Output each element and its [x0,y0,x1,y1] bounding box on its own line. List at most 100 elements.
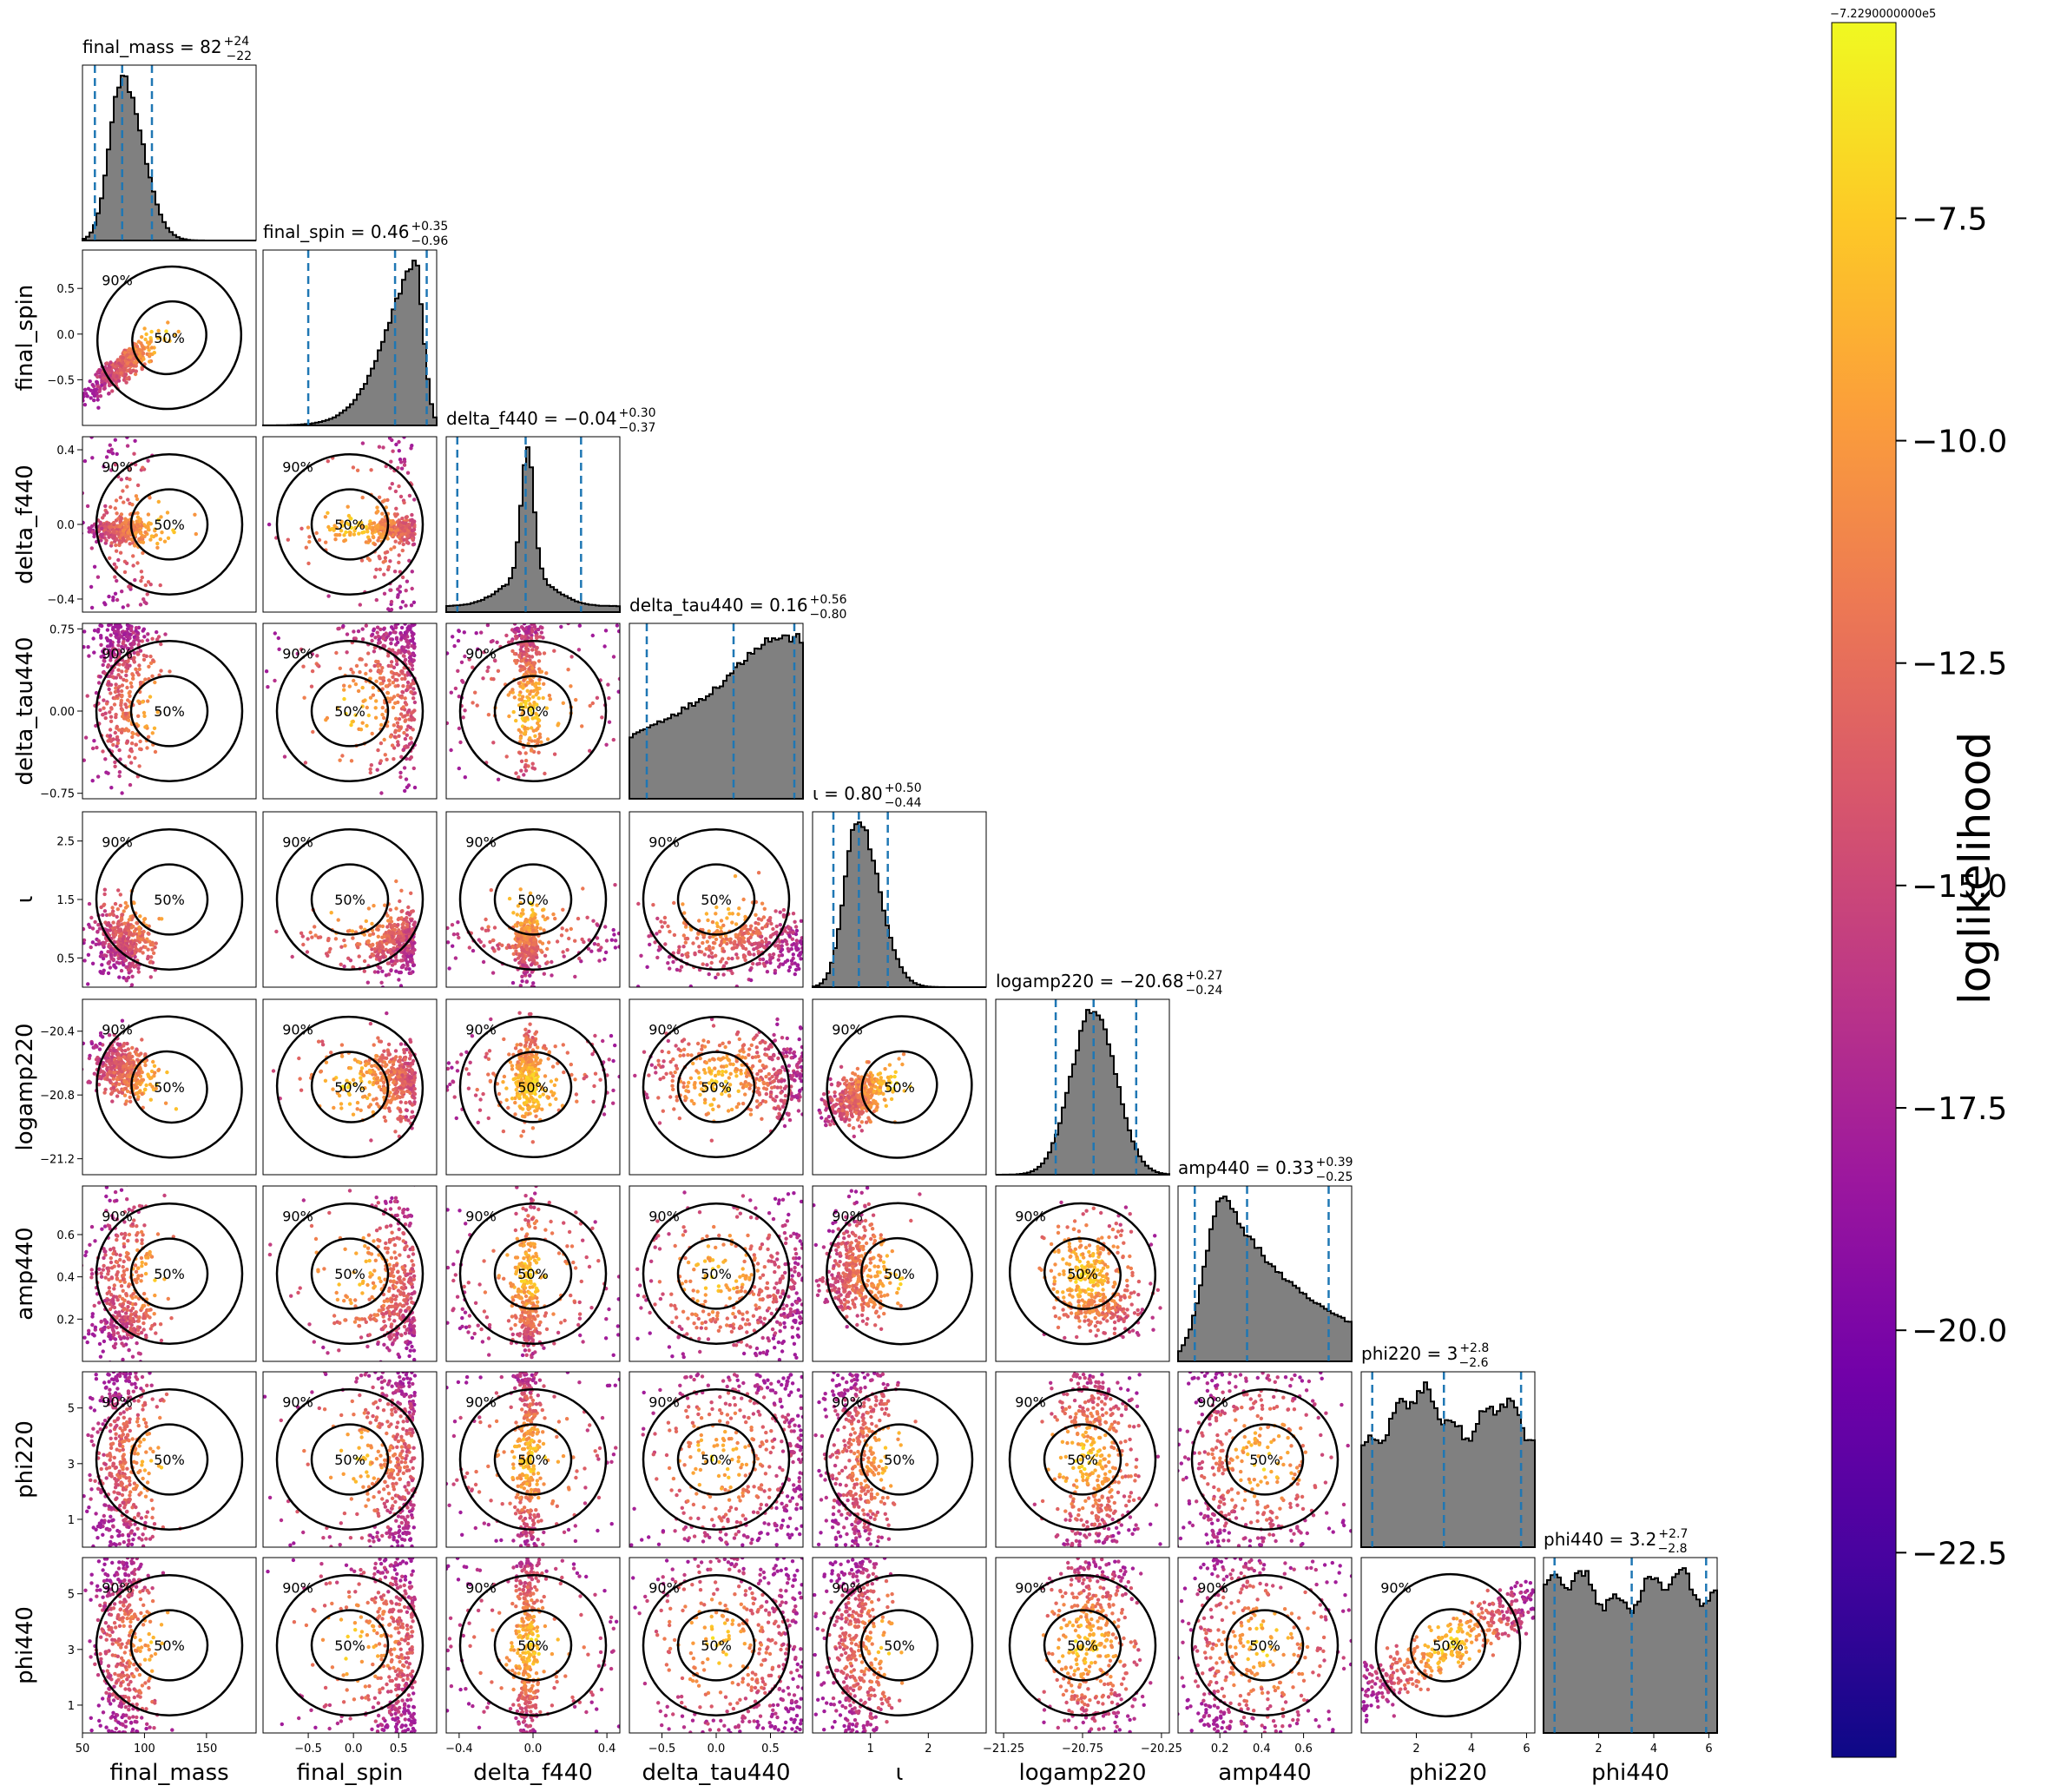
scatter-frame [262,436,438,613]
scatter-point [364,540,368,544]
scatter-point [794,942,799,946]
scatter-point [160,530,164,535]
scatter-point [299,931,304,936]
scatter-point [153,749,158,754]
scatter-point [786,946,790,952]
scatter-point [108,734,113,738]
scatter-point [559,624,563,629]
scatter-point [115,921,120,926]
scatter-point [349,722,353,728]
scatter-point [127,1065,132,1071]
contour-label-90: 90% [102,1021,133,1038]
scatter-point [115,531,121,537]
scatter-point [694,936,700,940]
scatter-point [617,676,620,682]
scatter-point [119,478,123,482]
title-upper-error-ι: +0.50 [885,781,922,795]
scatter-point [85,694,89,698]
scatter-point [412,644,417,649]
scatter-point [96,1083,102,1087]
scatter-point [329,911,333,915]
scatter-point [536,696,541,701]
scatter-point [534,711,538,716]
scatter-points: 90%50% [267,437,425,612]
scatter-point [101,516,105,520]
scatter-point [115,632,119,637]
scatter-point [370,731,374,736]
scatter-point [381,636,385,641]
scatter-point [381,675,385,680]
contour-90 [95,452,244,596]
scatter-point [762,906,767,912]
scatter-point [108,710,112,715]
scatter-point [484,917,488,922]
scatter-point [142,346,146,351]
title-upper-error-delta_f440: +0.30 [619,406,656,420]
scatter-point [536,682,542,686]
diag-frame-phi220 [1360,1371,1536,1548]
scatter-point [544,671,549,675]
scatter-point [121,489,125,493]
scatter-point [366,939,371,944]
scatter-point [126,728,130,733]
scatter-point [389,527,394,532]
scatter-point [146,699,150,703]
scatter-point [141,550,145,556]
scatter-point [409,741,414,745]
scatter-point [304,545,308,550]
scatter-point [336,627,340,631]
title-lower-error-final_mass: −22 [227,49,253,63]
scatter-point [125,376,129,381]
scatter-point [401,542,405,547]
scatter-point [113,764,117,768]
scatter-point [399,1090,404,1096]
diag-panel-phi440: phi440 = 3.2 +2.7 −2.8 [1543,1527,1718,1734]
scatter-point [372,628,376,633]
scatter-point [118,1075,122,1080]
scatter-point [548,697,552,702]
scatter-frame [262,811,438,988]
scatter-point [148,661,154,665]
scatter-point [102,464,106,469]
scatter-point [166,320,170,325]
scatter-point [532,940,536,945]
scatter-point [519,759,524,763]
scatter-point [719,926,723,930]
scatter-point [410,928,415,932]
scatter-point [606,682,610,687]
scatter-point [365,1070,369,1075]
scatter-point [146,632,150,636]
scatter-point [771,952,776,957]
scatter-point [512,651,517,656]
scatter-point [122,921,127,926]
scatter-point [372,947,378,952]
scatter-point [349,525,354,530]
scatter-point [405,733,409,737]
title-upper-error-logamp220: +0.27 [1186,969,1223,983]
scatter-point [520,634,524,639]
scatter-point [119,512,124,517]
scatter-point [342,696,346,702]
scatter-point [525,727,530,731]
scatter-point [391,935,395,939]
scatter-point [382,591,387,596]
scatter-point [794,939,799,943]
scatter-point [401,954,405,959]
scatter-point [107,521,111,526]
scatter-point [96,939,102,944]
scatter-point [671,959,675,965]
scatter-point [355,1100,360,1105]
scatter-point [616,629,620,634]
scatter-point [533,734,537,738]
scatter-point [513,958,517,962]
scatter-point [126,1073,130,1077]
title-lower-error-phi440: −2.8 [1658,1542,1688,1556]
scatter-point [796,946,800,952]
scatter-point [490,971,496,975]
scatter-point [398,460,404,464]
scatter-point [407,558,411,563]
scatter-point [586,946,591,952]
scatter-point [375,630,379,635]
scatter-frame [82,998,257,1176]
scatter-point [155,545,160,550]
